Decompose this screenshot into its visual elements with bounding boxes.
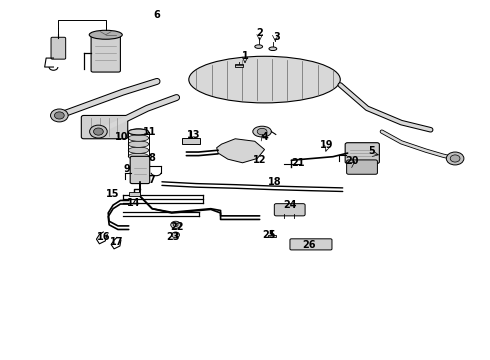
Circle shape [54,112,64,119]
Text: 22: 22 [170,222,183,232]
Ellipse shape [128,135,149,141]
FancyBboxPatch shape [91,33,121,72]
Text: 13: 13 [187,130,200,140]
Text: 5: 5 [368,146,375,156]
Ellipse shape [128,141,149,147]
Text: 24: 24 [283,200,297,210]
Bar [269,234,276,237]
Text: 17: 17 [110,237,124,247]
Bar [235,64,243,67]
FancyBboxPatch shape [81,116,128,139]
Ellipse shape [269,47,277,50]
Text: 3: 3 [273,32,280,41]
Ellipse shape [189,56,340,103]
FancyBboxPatch shape [274,204,305,216]
FancyBboxPatch shape [346,160,377,174]
Polygon shape [217,139,265,163]
Circle shape [171,221,180,228]
Text: 11: 11 [143,127,156,136]
Text: 2: 2 [256,28,263,38]
Text: 7: 7 [149,175,155,185]
Text: 15: 15 [106,189,120,199]
Text: 16: 16 [97,232,110,242]
Bar [182,138,200,144]
Circle shape [173,223,178,226]
Bar [129,192,140,197]
Text: 1: 1 [242,51,248,61]
Text: 8: 8 [149,153,156,163]
Text: 26: 26 [303,239,316,249]
Text: 21: 21 [291,158,304,168]
Ellipse shape [128,129,149,135]
Circle shape [450,155,460,162]
Text: 20: 20 [346,156,359,166]
Text: 4: 4 [261,132,268,142]
Text: 25: 25 [263,230,276,239]
Text: 12: 12 [253,155,267,165]
Text: 23: 23 [166,232,179,242]
Circle shape [94,128,103,135]
Ellipse shape [253,126,271,137]
Circle shape [90,125,107,138]
Text: 10: 10 [115,132,128,142]
Ellipse shape [89,30,122,39]
Text: 9: 9 [123,164,130,174]
Text: 18: 18 [268,177,281,187]
Ellipse shape [128,153,149,159]
Text: 6: 6 [154,10,160,20]
FancyBboxPatch shape [130,156,150,184]
Text: 14: 14 [127,198,140,208]
Circle shape [50,109,68,122]
FancyBboxPatch shape [345,143,379,163]
Ellipse shape [255,45,263,48]
Ellipse shape [128,147,149,153]
Ellipse shape [257,129,267,135]
FancyBboxPatch shape [290,239,332,250]
Ellipse shape [128,129,149,135]
Circle shape [446,152,464,165]
Text: 19: 19 [320,140,334,150]
FancyBboxPatch shape [51,37,66,59]
Circle shape [172,232,179,238]
